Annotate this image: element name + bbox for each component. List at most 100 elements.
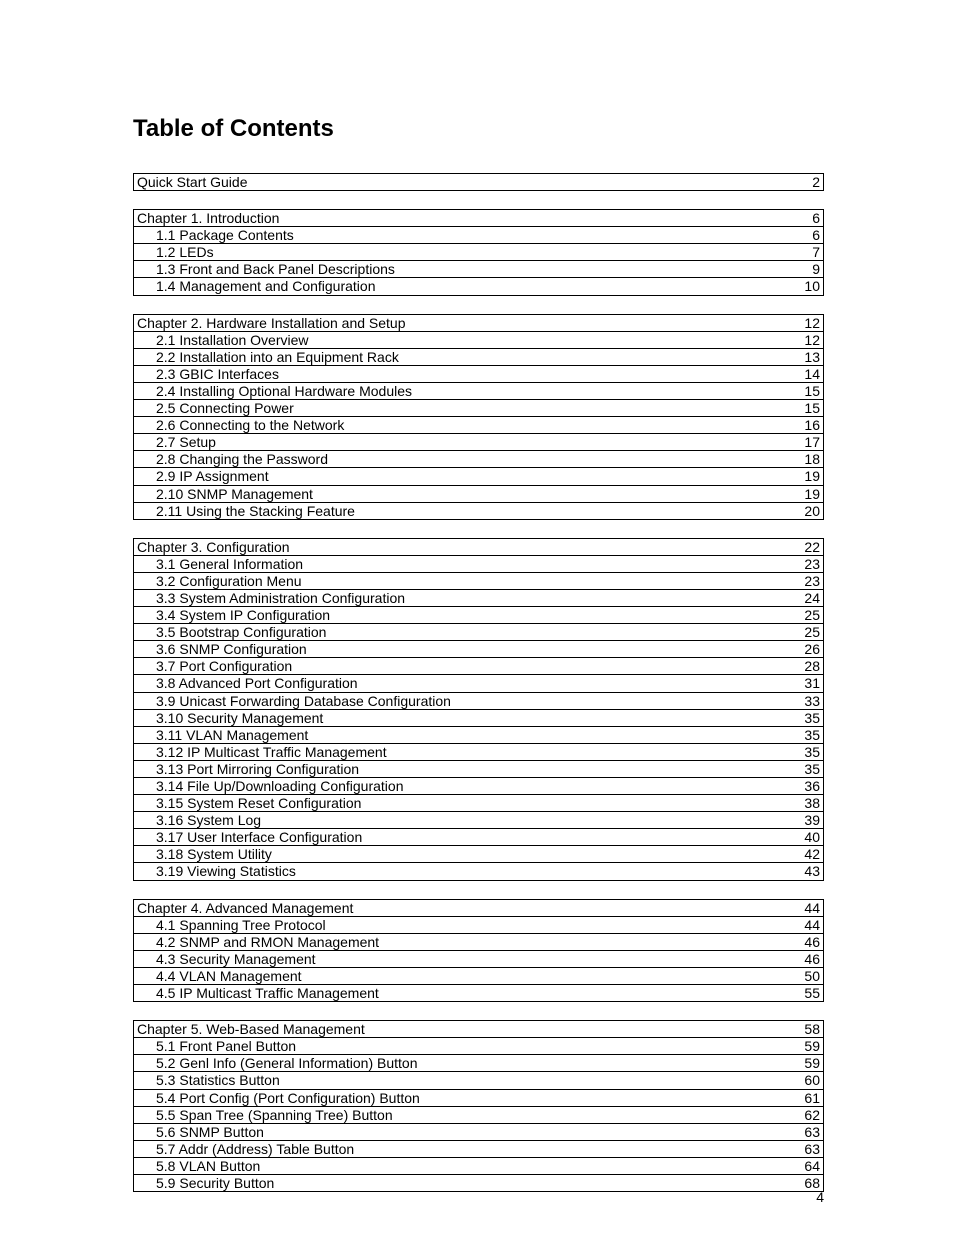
toc-entry-label: Chapter 4. Advanced Management (134, 900, 789, 916)
toc-row: 3.10 Security Management35 (133, 710, 824, 727)
toc-entry-label: 3.4 System IP Configuration (134, 607, 789, 623)
toc-entry-page: 33 (789, 693, 823, 709)
toc-entry-label: 3.5 Bootstrap Configuration (134, 624, 789, 640)
toc-entry-label: 3.10 Security Management (134, 710, 789, 726)
toc-row: 5.3 Statistics Button60 (133, 1072, 824, 1089)
toc-entry-label: 3.16 System Log (134, 812, 789, 828)
toc-row: Chapter 1. Introduction6 (133, 209, 824, 227)
toc-entry-page: 12 (789, 315, 823, 331)
toc-entry-label: 3.19 Viewing Statistics (134, 863, 789, 879)
toc-entry-label: 3.9 Unicast Forwarding Database Configur… (134, 693, 789, 709)
toc-row: 3.3 System Administration Configuration2… (133, 590, 824, 607)
toc-entry-page: 44 (789, 900, 823, 916)
toc-row: 5.9 Security Button68 (133, 1175, 824, 1192)
toc-entry-page: 35 (789, 761, 823, 777)
toc-entry-page: 10 (789, 278, 823, 294)
toc-entry-page: 17 (789, 434, 823, 450)
toc-row: 2.10 SNMP Management19 (133, 486, 824, 503)
toc-row: 3.12 IP Multicast Traffic Management35 (133, 744, 824, 761)
toc-entry-label: 5.3 Statistics Button (134, 1072, 789, 1088)
toc-entry-page: 15 (789, 400, 823, 416)
toc-row: 2.5 Connecting Power15 (133, 400, 824, 417)
toc-entry-page: 25 (789, 607, 823, 623)
toc-row: Chapter 4. Advanced Management44 (133, 899, 824, 917)
toc-row: 1.2 LEDs7 (133, 244, 824, 261)
toc-group: Chapter 1. Introduction61.1 Package Cont… (133, 209, 824, 295)
toc-entry-label: 3.11 VLAN Management (134, 727, 789, 743)
toc-entry-page: 38 (789, 795, 823, 811)
toc-row: 1.3 Front and Back Panel Descriptions9 (133, 261, 824, 278)
toc-entry-page: 42 (789, 846, 823, 862)
toc-entry-page: 26 (789, 641, 823, 657)
toc-entry-label: 5.9 Security Button (134, 1175, 789, 1191)
toc-entry-page: 64 (789, 1158, 823, 1174)
toc-entry-label: 5.4 Port Config (Port Configuration) But… (134, 1090, 789, 1106)
toc-entry-page: 35 (789, 710, 823, 726)
toc-entry-page: 58 (789, 1021, 823, 1037)
toc-entry-label: 3.15 System Reset Configuration (134, 795, 789, 811)
toc-entry-label: 1.2 LEDs (134, 244, 789, 260)
toc-group: Chapter 4. Advanced Management444.1 Span… (133, 899, 824, 1003)
toc-entry-label: 3.7 Port Configuration (134, 658, 789, 674)
toc-entry-page: 31 (789, 675, 823, 691)
toc-group: Quick Start Guide2 (133, 173, 824, 191)
toc-entry-page: 60 (789, 1072, 823, 1088)
toc-row: 2.4 Installing Optional Hardware Modules… (133, 383, 824, 400)
toc-entry-label: 2.4 Installing Optional Hardware Modules (134, 383, 789, 399)
toc-entry-page: 22 (789, 539, 823, 555)
toc-row: 2.9 IP Assignment19 (133, 468, 824, 485)
toc-entry-label: 4.2 SNMP and RMON Management (134, 934, 789, 950)
toc-row: 3.9 Unicast Forwarding Database Configur… (133, 693, 824, 710)
toc-group: Chapter 2. Hardware Installation and Set… (133, 314, 824, 520)
toc-row: 2.7 Setup17 (133, 434, 824, 451)
toc-entry-label: 3.18 System Utility (134, 846, 789, 862)
toc-entry-page: 46 (789, 934, 823, 950)
toc-entry-page: 13 (789, 349, 823, 365)
toc-row: 1.4 Management and Configuration10 (133, 278, 824, 295)
toc-row: 4.4 VLAN Management50 (133, 968, 824, 985)
toc-row: 5.7 Addr (Address) Table Button63 (133, 1141, 824, 1158)
toc-entry-label: Chapter 5. Web-Based Management (134, 1021, 789, 1037)
toc-row: 4.3 Security Management46 (133, 951, 824, 968)
toc-entry-page: 39 (789, 812, 823, 828)
toc-entry-label: 3.1 General Information (134, 556, 789, 572)
toc-entry-page: 6 (789, 210, 823, 226)
page-number: 4 (816, 1189, 824, 1205)
toc-entry-page: 2 (789, 174, 823, 190)
toc-row: 3.8 Advanced Port Configuration31 (133, 675, 824, 692)
toc-entry-page: 12 (789, 332, 823, 348)
toc-row: 3.1 General Information23 (133, 556, 824, 573)
toc-entry-label: 4.4 VLAN Management (134, 968, 789, 984)
toc-entry-label: 3.13 Port Mirroring Configuration (134, 761, 789, 777)
toc-entry-page: 35 (789, 727, 823, 743)
toc-entry-label: 2.2 Installation into an Equipment Rack (134, 349, 789, 365)
toc-entry-label: 5.7 Addr (Address) Table Button (134, 1141, 789, 1157)
toc-entry-label: 2.6 Connecting to the Network (134, 417, 789, 433)
toc-entry-label: 4.1 Spanning Tree Protocol (134, 917, 789, 933)
toc-row: 5.2 Genl Info (General Information) Butt… (133, 1055, 824, 1072)
page-title: Table of Contents (133, 115, 824, 143)
toc-entry-page: 40 (789, 829, 823, 845)
toc-entry-page: 50 (789, 968, 823, 984)
toc-entry-page: 55 (789, 985, 823, 1001)
toc-row: 4.1 Spanning Tree Protocol44 (133, 917, 824, 934)
toc-entry-label: Quick Start Guide (134, 174, 789, 190)
toc-row: Chapter 3. Configuration22 (133, 538, 824, 556)
toc-entry-page: 35 (789, 744, 823, 760)
toc-row: 5.5 Span Tree (Spanning Tree) Button62 (133, 1107, 824, 1124)
toc-entry-label: 5.8 VLAN Button (134, 1158, 789, 1174)
table-of-contents: Quick Start Guide2 Chapter 1. Introductio… (133, 173, 824, 1192)
toc-row: 3.17 User Interface Configuration40 (133, 829, 824, 846)
toc-entry-label: 5.2 Genl Info (General Information) Butt… (134, 1055, 789, 1071)
toc-entry-label: 2.5 Connecting Power (134, 400, 789, 416)
toc-row: Chapter 5. Web-Based Management58 (133, 1020, 824, 1038)
toc-entry-page: 62 (789, 1107, 823, 1123)
toc-group: Chapter 3. Configuration223.1 General In… (133, 538, 824, 881)
toc-row: 3.16 System Log39 (133, 812, 824, 829)
toc-entry-page: 63 (789, 1124, 823, 1140)
toc-row: Chapter 2. Hardware Installation and Set… (133, 314, 824, 332)
toc-row: 1.1 Package Contents6 (133, 227, 824, 244)
toc-entry-page: 59 (789, 1038, 823, 1054)
toc-row: 3.4 System IP Configuration25 (133, 607, 824, 624)
toc-entry-page: 9 (789, 261, 823, 277)
